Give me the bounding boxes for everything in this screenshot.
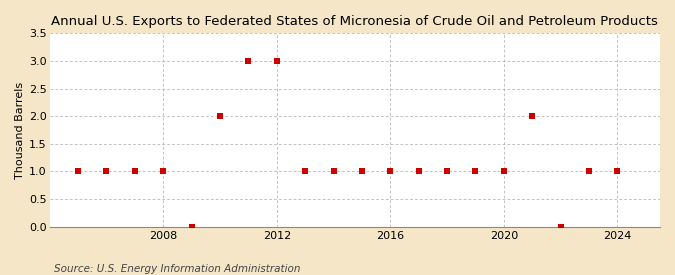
Point: [300, 169, 310, 174]
Point: [441, 169, 452, 174]
Point: [498, 169, 509, 174]
Point: [271, 59, 282, 63]
Point: [556, 224, 566, 229]
Point: [101, 169, 112, 174]
Title: Annual U.S. Exports to Federated States of Micronesia of Crude Oil and Petroleum: Annual U.S. Exports to Federated States …: [51, 15, 658, 28]
Point: [130, 169, 140, 174]
Point: [356, 169, 367, 174]
Point: [243, 59, 254, 63]
Point: [328, 169, 339, 174]
Text: Source: U.S. Energy Information Administration: Source: U.S. Energy Information Administ…: [54, 264, 300, 274]
Point: [584, 169, 595, 174]
Point: [612, 169, 623, 174]
Point: [527, 114, 538, 118]
Point: [215, 114, 225, 118]
Y-axis label: Thousand Barrels: Thousand Barrels: [15, 81, 25, 178]
Point: [385, 169, 396, 174]
Point: [470, 169, 481, 174]
Point: [73, 169, 84, 174]
Point: [158, 169, 169, 174]
Point: [413, 169, 424, 174]
Point: [186, 224, 197, 229]
